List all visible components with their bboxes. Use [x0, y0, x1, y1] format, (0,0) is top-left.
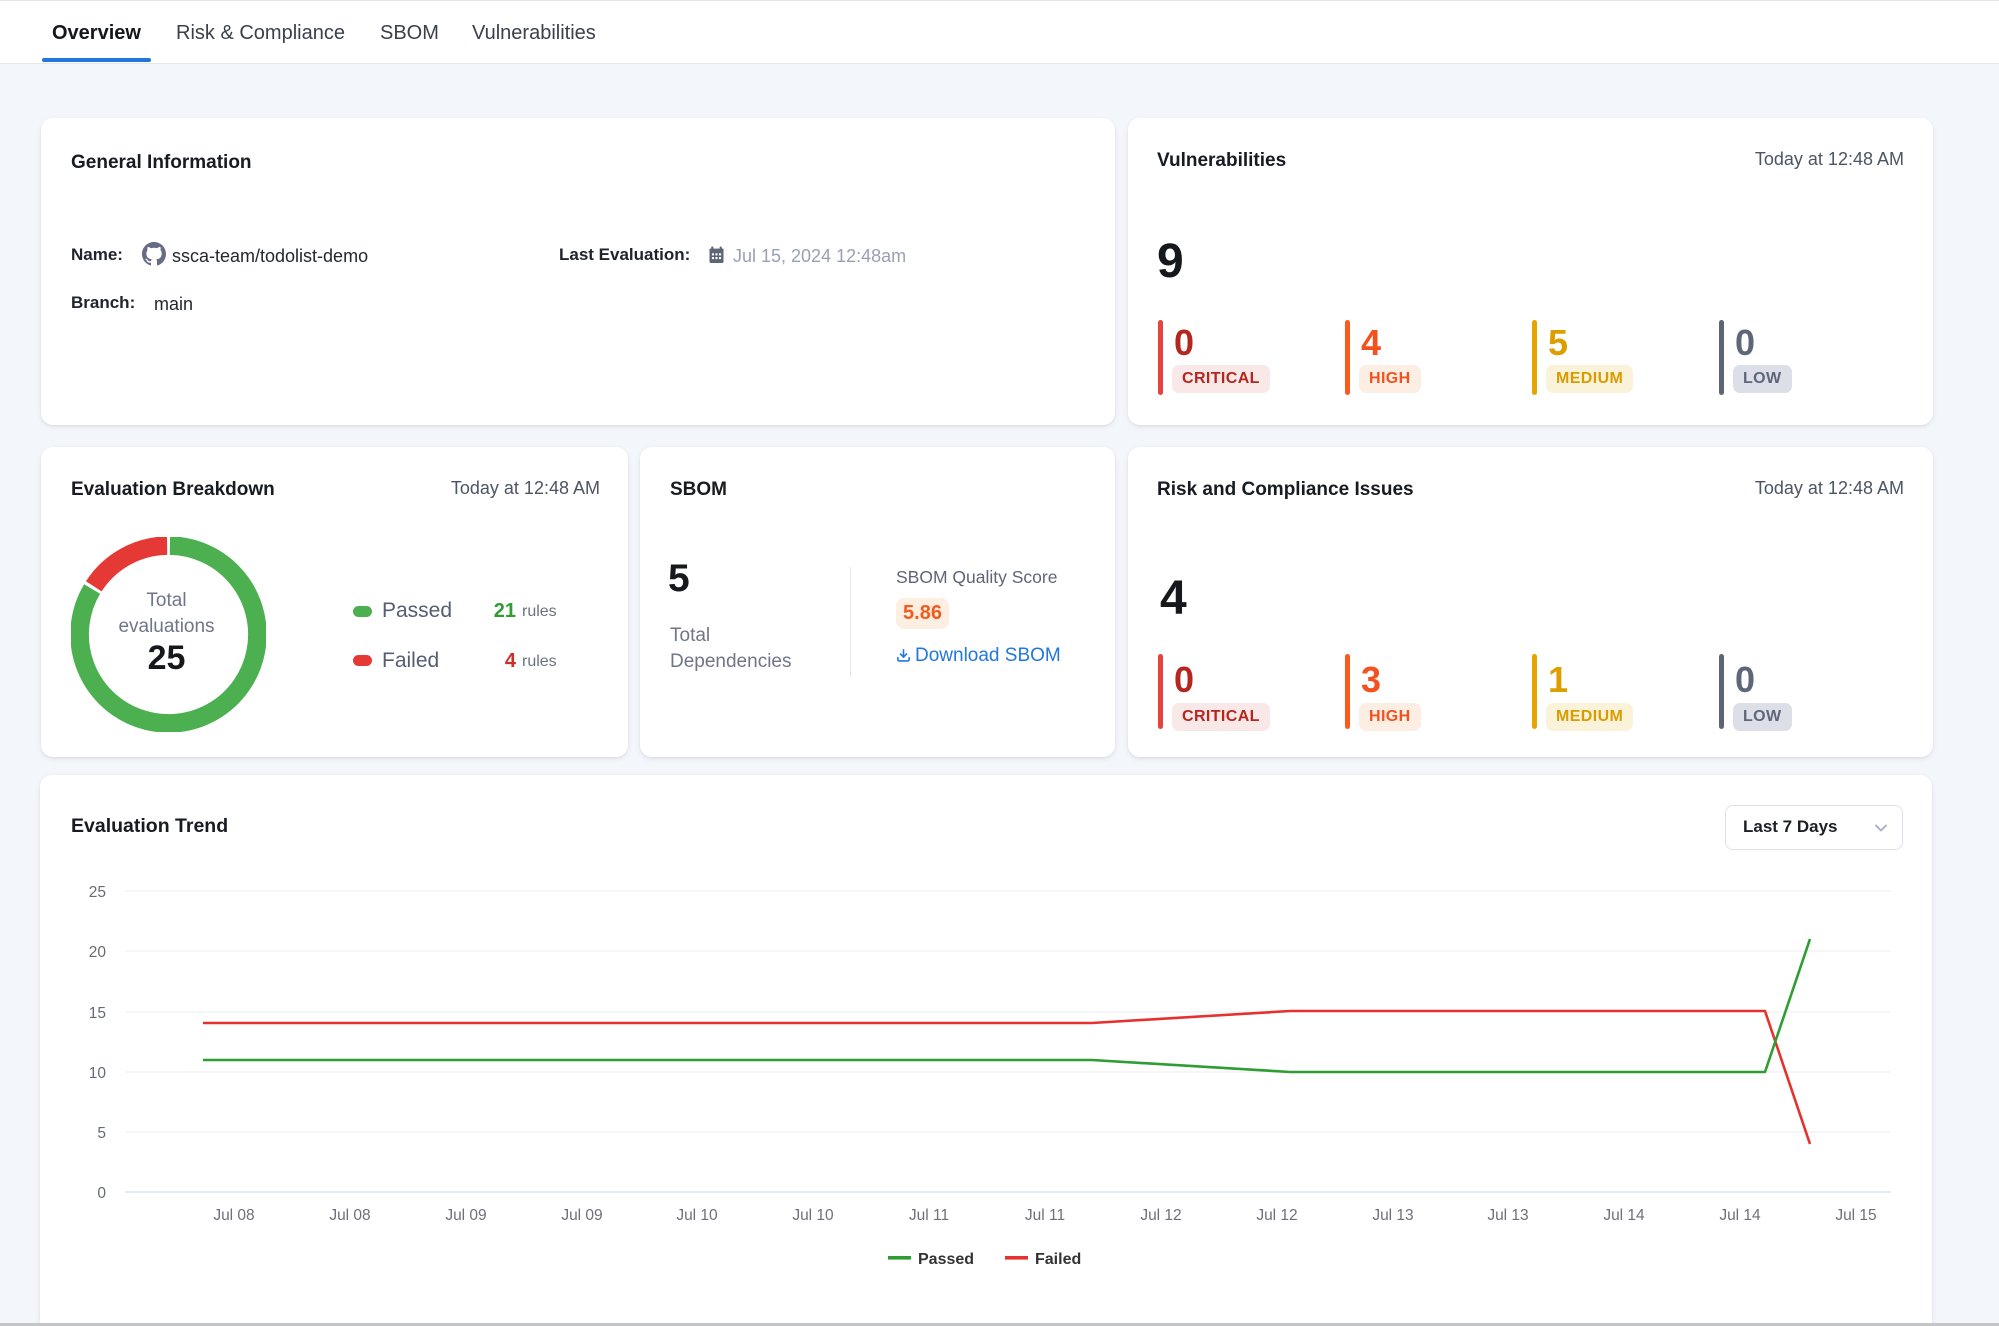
svg-text:Passed: Passed — [918, 1251, 974, 1268]
svg-text:0: 0 — [97, 1185, 106, 1202]
svg-text:Jul 14: Jul 14 — [1719, 1207, 1761, 1224]
svg-text:Jul 12: Jul 12 — [1140, 1207, 1181, 1224]
svg-text:20: 20 — [89, 944, 107, 961]
svg-text:Jul 14: Jul 14 — [1603, 1207, 1645, 1224]
svg-text:10: 10 — [89, 1065, 107, 1082]
svg-text:Failed: Failed — [1035, 1251, 1081, 1268]
svg-text:15: 15 — [89, 1005, 106, 1022]
svg-text:Jul 09: Jul 09 — [561, 1207, 602, 1224]
svg-text:Jul 08: Jul 08 — [213, 1207, 254, 1224]
svg-text:Jul 10: Jul 10 — [676, 1207, 718, 1224]
svg-text:Jul 09: Jul 09 — [445, 1207, 486, 1224]
svg-text:Jul 13: Jul 13 — [1372, 1207, 1413, 1224]
svg-text:Jul 11: Jul 11 — [1025, 1207, 1065, 1224]
svg-text:Jul 08: Jul 08 — [329, 1207, 370, 1224]
svg-text:25: 25 — [89, 884, 106, 901]
svg-text:Jul 13: Jul 13 — [1487, 1207, 1528, 1224]
svg-text:Jul 10: Jul 10 — [792, 1207, 834, 1224]
svg-text:5: 5 — [97, 1125, 106, 1142]
svg-text:Jul 11: Jul 11 — [909, 1207, 949, 1224]
svg-text:Jul 12: Jul 12 — [1256, 1207, 1297, 1224]
svg-text:Jul 15: Jul 15 — [1835, 1207, 1876, 1224]
